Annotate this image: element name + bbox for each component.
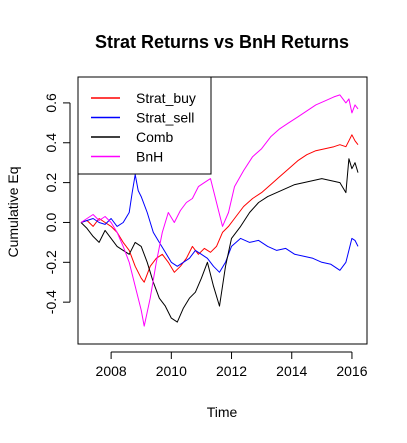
y-tick-label: -0.4	[43, 290, 59, 314]
legend-box	[77, 76, 212, 175]
chart-title: Strat Returns vs BnH Returns	[95, 32, 349, 52]
y-tick-label: 0.0	[43, 213, 59, 233]
x-tick-label: 2012	[216, 363, 247, 379]
plot-frame	[77, 76, 368, 345]
y-tick-label: -0.2	[43, 250, 59, 274]
x-tick-label: 2016	[336, 363, 367, 379]
x-tick-label: 2010	[156, 363, 187, 379]
legend: Strat_buy Strat_sell Comb BnH	[77, 76, 212, 175]
legend-label-comb: Comb	[136, 129, 174, 145]
x-axis: 2008 2010 2012 2014 2016	[96, 351, 368, 379]
series-line-bnh	[80, 94, 359, 327]
series-line-strat-sell	[80, 174, 359, 273]
y-axis: -0.4 -0.2 0.0 0.2 0.4 0.6	[43, 93, 71, 314]
y-axis-label: Cumulative Eq	[5, 166, 21, 257]
y-tick-label: 0.2	[43, 173, 59, 193]
series-lines	[80, 94, 359, 327]
legend-label-strat-sell: Strat_sell	[136, 110, 194, 126]
y-tick-label: 0.4	[43, 133, 59, 153]
legend-label-bnh: BnH	[136, 149, 163, 165]
x-tick-label: 2014	[276, 363, 307, 379]
series-line-comb	[80, 158, 359, 323]
x-tick-label: 2008	[96, 363, 127, 379]
legend-label-strat-buy: Strat_buy	[136, 90, 196, 106]
x-axis-label: Time	[207, 404, 238, 420]
y-tick-label: 0.6	[43, 93, 59, 113]
series-line-strat-buy	[80, 134, 359, 283]
